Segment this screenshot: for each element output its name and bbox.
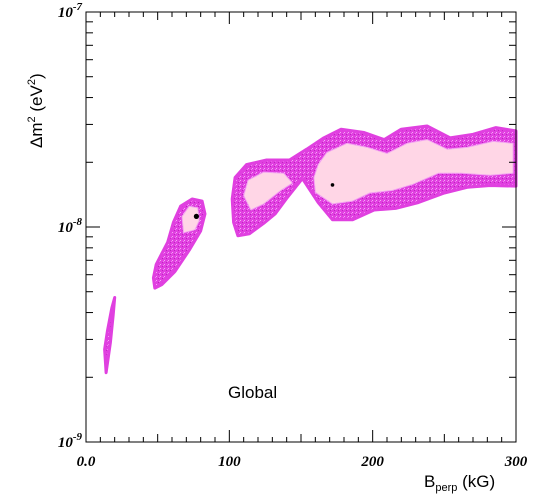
x-tick-label: 100 xyxy=(218,454,241,470)
y-axis-title: Δm2 (eV2) xyxy=(26,73,46,148)
allowed-region-2 xyxy=(151,197,207,290)
region-3-inner-core xyxy=(243,171,293,211)
y-tick-exponent: -7 xyxy=(73,1,83,13)
y-axis-title-unit-sup: 2 xyxy=(26,79,38,85)
y-tick-base: 10 xyxy=(58,5,74,21)
x-axis-title: Bperp (kG) xyxy=(424,472,495,494)
x-tick-label: 300 xyxy=(504,454,528,470)
best-fit-point-2 xyxy=(330,183,335,187)
y-axis-title-unit-close: ) xyxy=(27,73,46,79)
region-1-outer-band xyxy=(103,296,117,375)
best-fit-markers xyxy=(193,183,335,219)
allowed-region-3 xyxy=(230,124,518,238)
region-3-inner-core-2 xyxy=(313,139,514,205)
region-2-inner-core xyxy=(181,205,200,234)
y-axis-title-unit: (eV xyxy=(27,85,46,117)
x-axis-title-sub: perp xyxy=(435,482,457,494)
y-tick-base: 10 xyxy=(58,220,74,236)
allowed-region-1 xyxy=(103,296,117,375)
y-axis-title-sup: 2 xyxy=(26,116,38,122)
y-axis-title-main: Δm xyxy=(27,122,46,148)
x-axis-title-unit: (kG) xyxy=(457,472,495,491)
annotation-global: Global xyxy=(228,383,277,402)
x-tick-label: 200 xyxy=(360,454,384,470)
y-tick-exponent: -9 xyxy=(73,431,83,443)
plot-border xyxy=(85,11,517,443)
plot-frame xyxy=(85,11,517,443)
y-ticks: 10-910-810-7 xyxy=(58,1,516,451)
x-axis-title-main: B xyxy=(424,472,435,491)
y-tick-label: 10-8 xyxy=(58,216,83,236)
plot-regions xyxy=(103,124,518,375)
y-tick-base: 10 xyxy=(58,435,74,451)
y-tick-exponent: -8 xyxy=(73,216,83,228)
best-fit-point-1 xyxy=(193,213,199,219)
x-tick-label: 0.0 xyxy=(77,454,96,470)
y-tick-label: 10-9 xyxy=(58,431,83,451)
x-ticks: 0.0 100 200 300 xyxy=(77,12,528,470)
y-tick-label: 10-7 xyxy=(58,1,83,21)
